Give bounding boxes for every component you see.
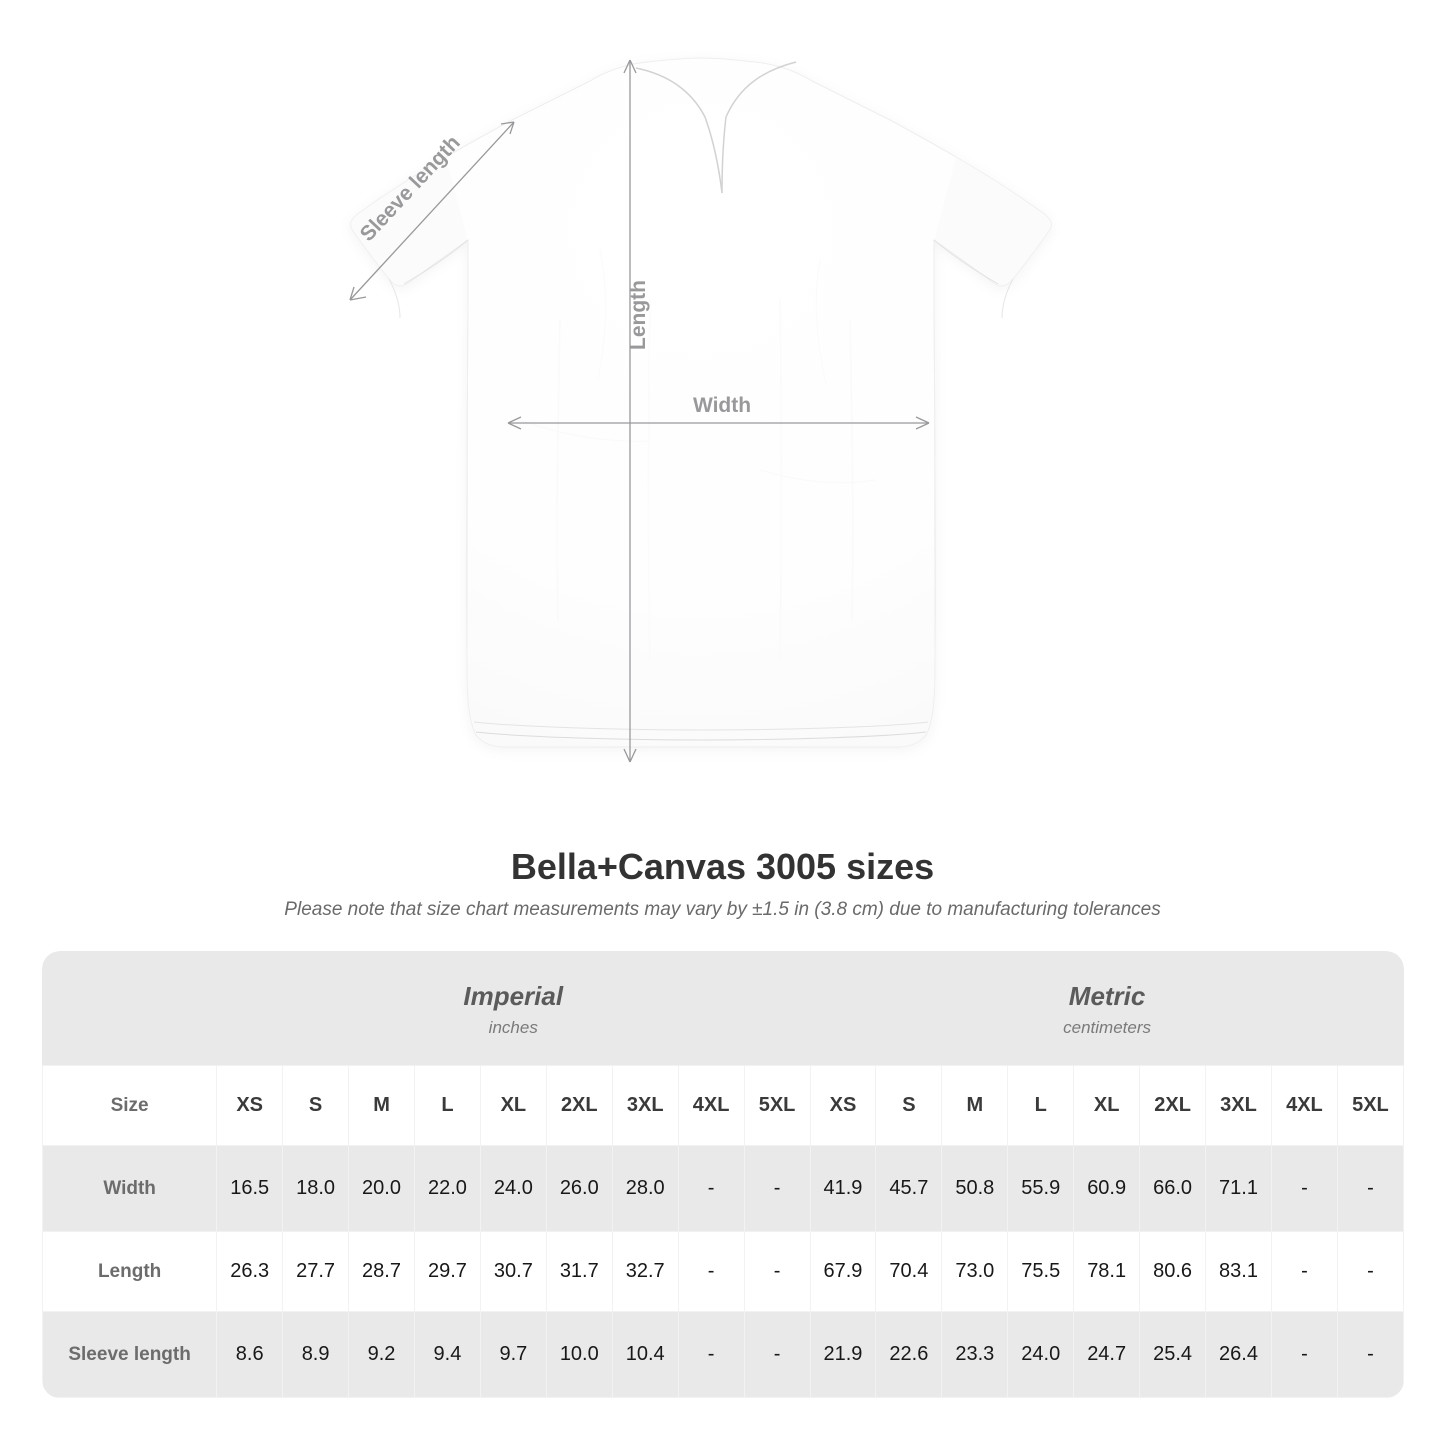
svg-text:Length: Length [627,280,650,350]
svg-text:Width: Width [693,394,751,417]
